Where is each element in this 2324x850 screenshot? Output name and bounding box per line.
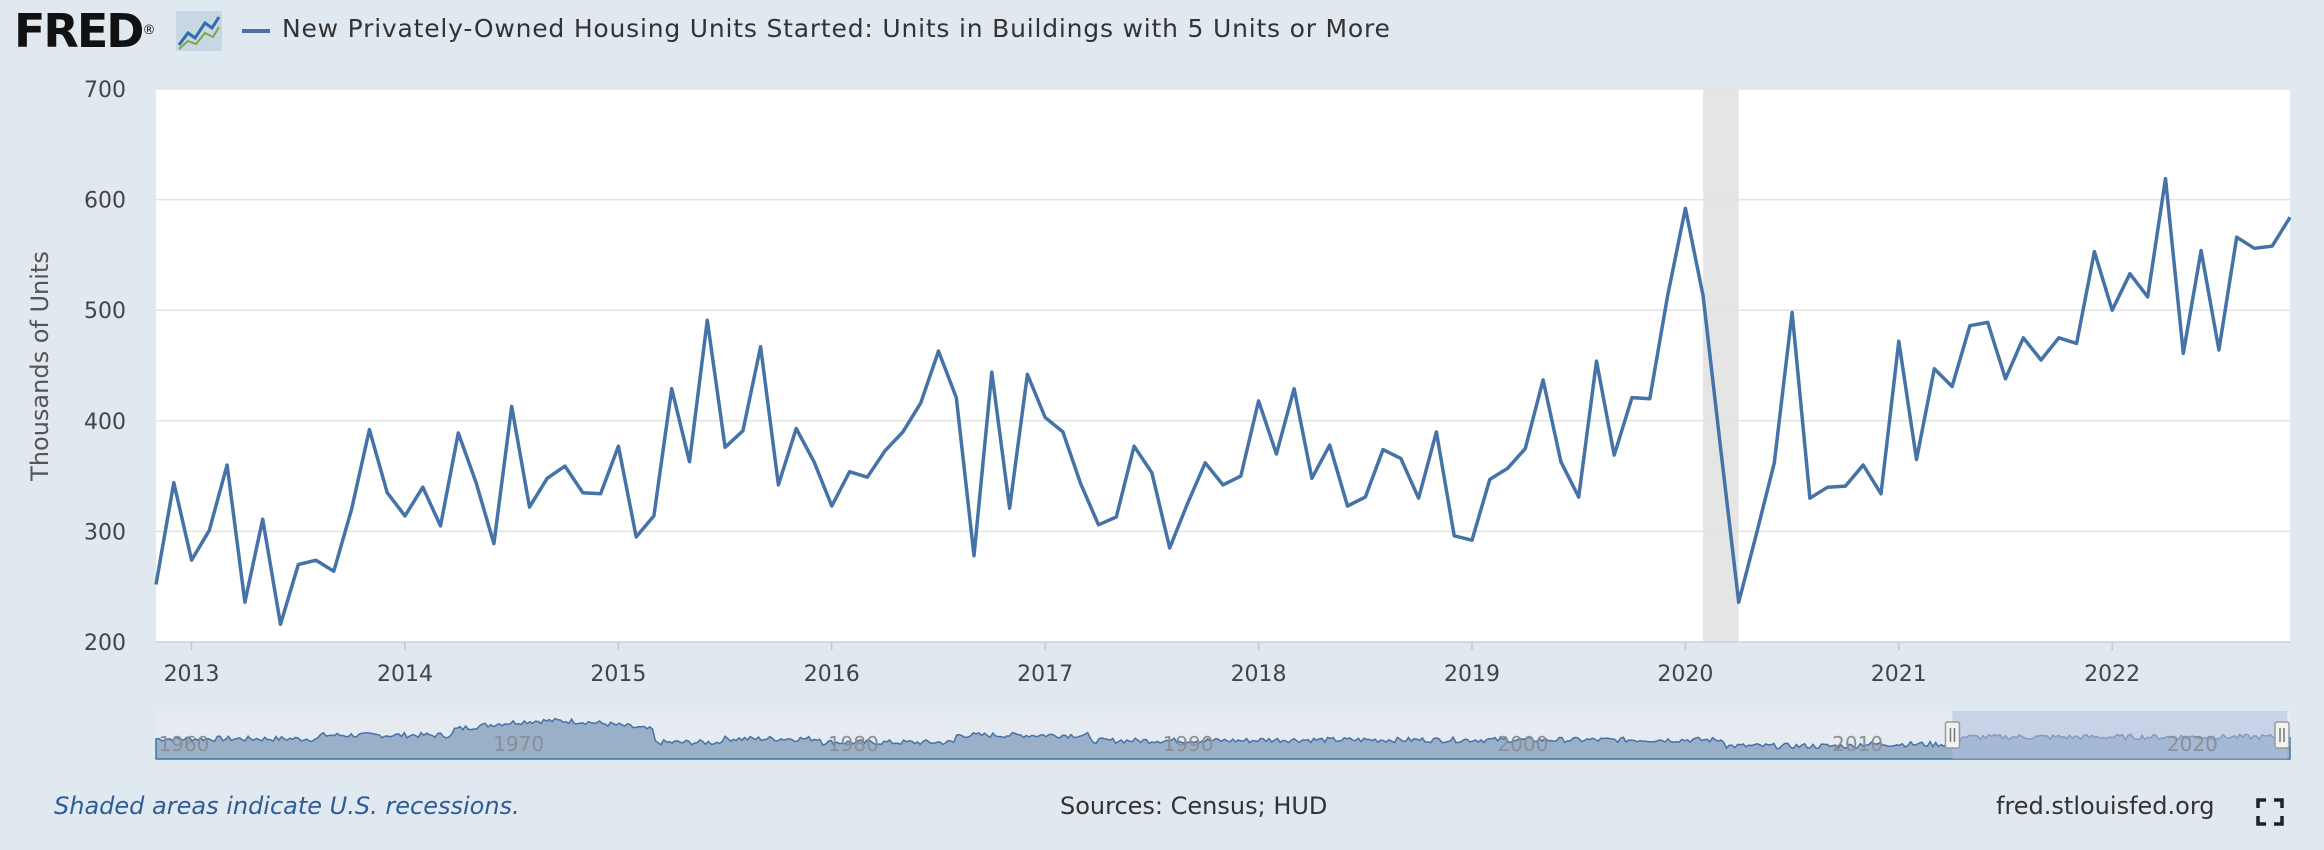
legend-swatch	[242, 29, 270, 33]
plot-background	[156, 89, 2290, 642]
x-tick-label: 2021	[1871, 662, 1927, 687]
navigator-handle-right[interactable]	[2274, 721, 2290, 749]
x-axis: 2013 2014 2015 2016 2017 2018 2019 2020 2021 2022	[164, 642, 2140, 687]
navigator-label: 2020	[2167, 732, 2218, 756]
grid-layer	[156, 88, 2290, 643]
x-tick-label: 2018	[1231, 662, 1287, 687]
navigator-handle-left[interactable]	[1944, 721, 1961, 749]
x-tick-label: 2016	[804, 662, 860, 687]
handle-grip[interactable]	[2274, 721, 2290, 749]
y-tick-label: 200	[84, 631, 126, 656]
y-tick-label: 600	[84, 189, 126, 214]
recession-note: Shaded areas indicate U.S. recessions.	[54, 792, 520, 820]
chart-header: FRED® New Privately-Owned Housing Units …	[0, 0, 2324, 62]
navigator-label: 2010	[1832, 732, 1883, 756]
x-tick-label: 2015	[590, 662, 646, 687]
series-line[interactable]	[154, 176, 2292, 627]
x-tick-label: 2013	[164, 662, 220, 687]
logo-registered-mark: ®	[142, 23, 156, 38]
navigator-label: 1980	[828, 732, 879, 756]
logo-text: FRED	[14, 4, 144, 58]
fred-graph-icon	[176, 11, 222, 51]
x-tick-label: 2019	[1444, 662, 1500, 687]
navigator-label: 2000	[1497, 732, 1548, 756]
x-tick-label: 2022	[2084, 662, 2140, 687]
range-navigator[interactable]: 1960 1970 1980 1990 2000 2010 2020	[155, 711, 2291, 760]
navigator-label: 1960	[158, 732, 209, 756]
y-tick-label: 500	[84, 299, 126, 324]
fred-logo[interactable]: FRED®	[14, 2, 155, 60]
handle-grip[interactable]	[1944, 721, 1961, 749]
x-tick-label: 2017	[1017, 662, 1073, 687]
y-tick-label: 700	[84, 78, 126, 103]
fred-url[interactable]: fred.stlouisfed.org	[1996, 792, 2215, 820]
navigator-selection[interactable]	[1952, 711, 2288, 759]
navigator-label: 1990	[1163, 732, 1214, 756]
y-axis-label: Thousands of Units	[26, 251, 54, 482]
navigator-labels: 1960 1970 1980 1990 2000 2010 2020	[158, 732, 2217, 756]
y-tick-label: 300	[84, 520, 126, 545]
x-tick-label: 2020	[1657, 662, 1713, 687]
chart-title: New Privately-Owned Housing Units Starte…	[282, 14, 1391, 43]
series-layer	[154, 176, 2292, 627]
navigator-label: 1970	[493, 732, 544, 756]
sources-text: Sources: Census; HUD	[1060, 792, 1328, 820]
x-tick-label: 2014	[377, 662, 433, 687]
y-axis: 200 300 400 500 600 700	[84, 78, 126, 656]
navigator-area	[155, 717, 2291, 760]
y-tick-label: 400	[84, 410, 126, 435]
fullscreen-icon[interactable]	[2256, 798, 2284, 826]
